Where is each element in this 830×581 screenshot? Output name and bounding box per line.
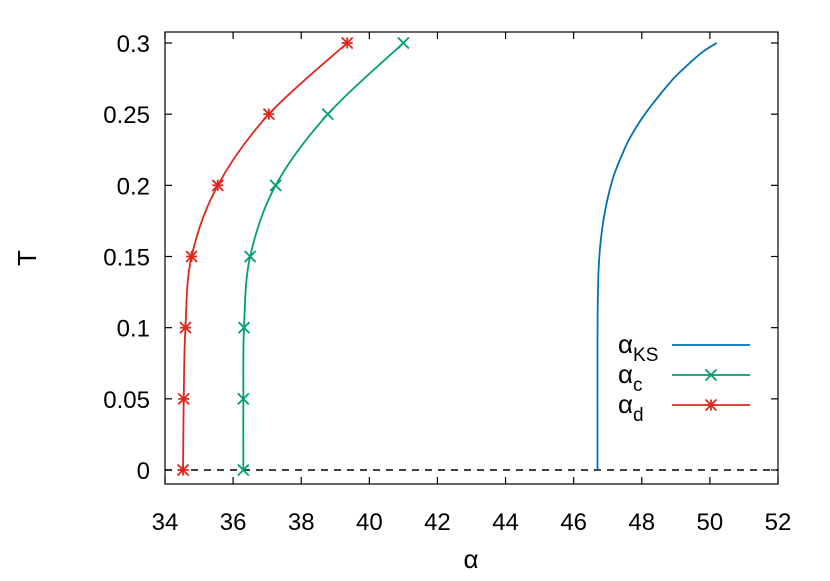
x-tick-label: 42 bbox=[424, 509, 451, 536]
y-tick-label: 0.15 bbox=[103, 245, 150, 272]
x-tick-label: 34 bbox=[152, 509, 179, 536]
y-axis-title: T bbox=[12, 250, 42, 266]
series-line-c bbox=[242, 42, 405, 471]
marker-c-stroke bbox=[321, 108, 334, 121]
legend-label-sub: c bbox=[633, 375, 643, 396]
legend-marker-c-stroke bbox=[704, 368, 718, 382]
series-line-d bbox=[182, 42, 348, 471]
data-point-d bbox=[341, 36, 354, 50]
y-tick-label: 0.2 bbox=[117, 173, 150, 200]
data-point-d bbox=[176, 463, 190, 477]
series-line-ks bbox=[596, 42, 718, 471]
x-axis-title: α bbox=[463, 544, 478, 574]
legend-marker-d bbox=[704, 398, 718, 412]
y-tick-label: 0.1 bbox=[117, 316, 150, 343]
legend-label-d: αd bbox=[618, 389, 644, 426]
data-point-c bbox=[321, 108, 334, 121]
data-point-c bbox=[237, 392, 250, 405]
axis-ticks: 34 36 38 40 42 44 46 48 50 52 0 0.05 0.1 0.15 0.2 0.25 0… bbox=[103, 31, 791, 536]
x-tick-label: 52 bbox=[765, 509, 792, 536]
marker-c-stroke bbox=[237, 392, 250, 405]
data-point-c bbox=[237, 463, 250, 477]
legend-label-sub: d bbox=[633, 405, 644, 426]
marker-c-stroke bbox=[397, 36, 410, 50]
legend-label-sub: KS bbox=[633, 345, 658, 366]
plot-frame bbox=[164, 31, 779, 485]
data-point-d bbox=[185, 250, 198, 263]
legend-label-main: α bbox=[618, 359, 633, 389]
data-point-d bbox=[177, 392, 190, 405]
data-point-c bbox=[237, 321, 251, 334]
x-tick-label: 36 bbox=[220, 509, 247, 536]
marker-c-stroke bbox=[244, 250, 257, 263]
legend-label-c: αc bbox=[618, 359, 643, 396]
x-tick-label: 40 bbox=[356, 509, 383, 536]
data-point-d bbox=[179, 321, 192, 334]
y-tick-label: 0.05 bbox=[103, 387, 150, 414]
x-tick-label: 38 bbox=[288, 509, 315, 536]
data-point-d bbox=[211, 179, 224, 192]
data-point-c bbox=[244, 250, 257, 263]
legend-label-ks: αKS bbox=[618, 329, 658, 366]
marker-c-stroke bbox=[237, 463, 250, 477]
x-tick-label: 44 bbox=[492, 509, 519, 536]
data-point-d bbox=[262, 108, 276, 121]
y-tick-label: 0.25 bbox=[103, 102, 150, 129]
marker-c-stroke bbox=[237, 321, 251, 334]
legend-label-main: α bbox=[618, 389, 633, 419]
data-point-c bbox=[269, 179, 282, 192]
legend-marker-c bbox=[704, 368, 718, 382]
x-tick-label: 46 bbox=[560, 509, 587, 536]
x-tick-label: 50 bbox=[697, 509, 724, 536]
series-markers bbox=[176, 36, 410, 477]
y-tick-label: 0 bbox=[137, 458, 150, 485]
data-point-c bbox=[397, 36, 410, 50]
marker-c-stroke bbox=[269, 179, 282, 192]
x-tick-label: 48 bbox=[628, 509, 655, 536]
y-tick-label: 0.3 bbox=[117, 31, 150, 58]
legend-label-main: α bbox=[618, 329, 633, 359]
